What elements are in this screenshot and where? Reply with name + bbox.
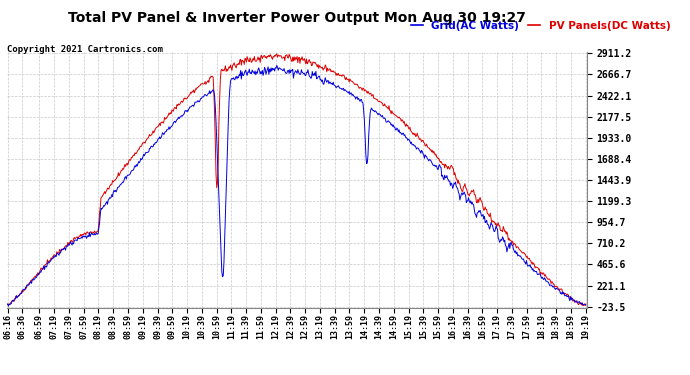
Legend: Grid(AC Watts), PV Panels(DC Watts): Grid(AC Watts), PV Panels(DC Watts) [406, 16, 674, 35]
Text: Total PV Panel & Inverter Power Output Mon Aug 30 19:27: Total PV Panel & Inverter Power Output M… [68, 11, 526, 25]
Text: Copyright 2021 Cartronics.com: Copyright 2021 Cartronics.com [7, 45, 163, 54]
